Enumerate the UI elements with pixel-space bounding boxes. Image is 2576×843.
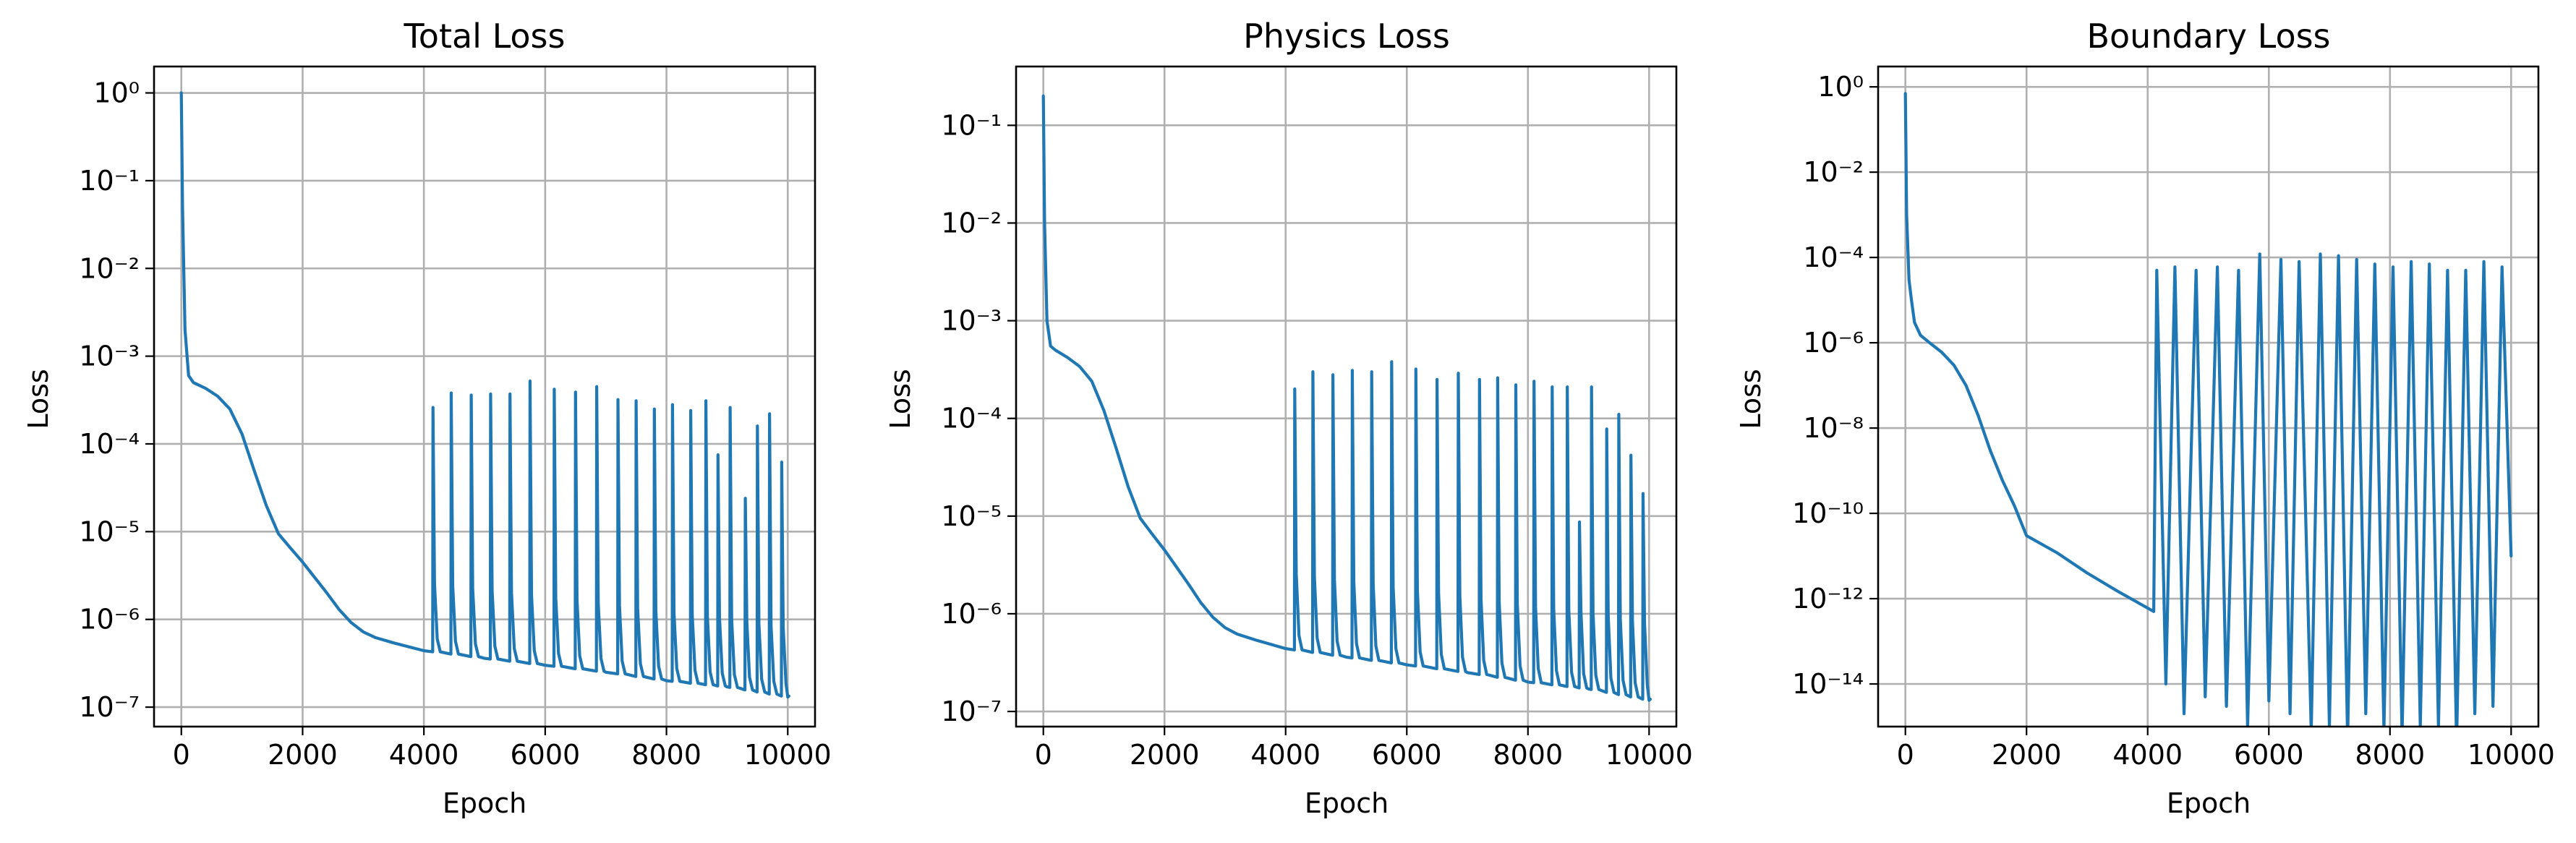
- y-tick-label: 10⁻¹: [79, 165, 140, 197]
- plot-area: 0 2000 4000 6000 8000 10000 10⁰ 10⁻¹ 10⁻² 10⁻³ 10⁻…: [79, 65, 832, 771]
- y-tick-label: 10⁻¹⁰: [1792, 497, 1864, 529]
- y-tick-label: 10⁻⁴: [1803, 241, 1864, 273]
- y-tick-label: 10⁻²: [1803, 156, 1864, 188]
- x-tick-label: 2000: [268, 739, 338, 771]
- x-tick-label: 6000: [510, 739, 580, 771]
- x-tick-label: 0: [1035, 739, 1052, 771]
- y-tick-label: 10⁻¹⁴: [1792, 668, 1864, 700]
- x-tick-label: 2000: [1992, 739, 2062, 771]
- y-tick-label: 10⁻⁴: [941, 403, 1002, 435]
- x-tick-label: 4000: [389, 739, 459, 771]
- y-tick-label: 10⁻⁸: [1803, 412, 1864, 444]
- y-tick-label: 10⁻¹: [941, 109, 1002, 141]
- x-tick-label: 10000: [1605, 739, 1693, 771]
- panel-boundary-loss: Boundary Loss Epoch Loss 0 2000 4000 6000 80…: [1735, 17, 2555, 819]
- panel-total-loss: Total Loss Epoch Loss 0 2000 4000 6000 8000 1…: [22, 17, 832, 819]
- chart-title: Boundary Loss: [2086, 17, 2330, 56]
- y-tick-label: 10⁻⁷: [941, 696, 1002, 727]
- axes-frame: [1015, 65, 1678, 728]
- series-line: [1041, 94, 1652, 702]
- y-axis-label: Loss: [22, 369, 54, 429]
- x-axis-label: Epoch: [2167, 787, 2251, 819]
- x-tick-label: 4000: [1250, 739, 1321, 771]
- x-axis-label: Epoch: [1305, 787, 1389, 819]
- plot-area: 0 2000 4000 6000 8000 10000 10⁰ 10⁻² 10⁻⁴ 10⁻⁶ 10⁻…: [1792, 65, 2555, 771]
- y-tick-label: 10⁻⁵: [79, 515, 140, 547]
- y-axis-label: Loss: [884, 369, 916, 429]
- x-tick-label: 0: [1897, 739, 1914, 771]
- x-tick-label: 2000: [1130, 739, 1200, 771]
- panel-physics-loss: Physics Loss Epoch Loss 0 2000 4000 6000 800…: [884, 17, 1693, 819]
- y-tick-label: 10⁻¹²: [1792, 583, 1864, 615]
- axes-frame: [153, 65, 816, 728]
- series-line: [1903, 92, 2513, 727]
- x-tick-label: 8000: [631, 739, 701, 771]
- y-tick-label: 10⁻⁵: [941, 500, 1002, 532]
- x-axis-label: Epoch: [443, 787, 526, 819]
- x-tick-label: 6000: [1372, 739, 1442, 771]
- y-tick-label: 10⁻³: [79, 341, 140, 372]
- series-line: [179, 91, 790, 699]
- chart-title: Physics Loss: [1243, 17, 1450, 56]
- x-tick-label: 8000: [2355, 739, 2425, 771]
- x-tick-label: 10000: [744, 739, 832, 771]
- y-tick-label: 10⁻³: [941, 305, 1002, 337]
- y-axis-label: Loss: [1735, 369, 1767, 429]
- x-tick-label: 6000: [2234, 739, 2304, 771]
- axes-frame: [1877, 65, 2540, 728]
- y-tick-label: 10⁻⁶: [941, 598, 1002, 630]
- y-tick-label: 10⁻⁶: [1803, 327, 1864, 359]
- plot-area: 0 2000 4000 6000 8000 10000 10⁻¹ 10⁻² 10⁻³ 10⁻⁴ 10…: [941, 65, 1693, 771]
- y-tick-label: 10⁻²: [79, 252, 140, 284]
- x-tick-label: 8000: [1493, 739, 1563, 771]
- y-tick-label: 10⁰: [93, 77, 140, 109]
- x-tick-label: 4000: [2112, 739, 2183, 771]
- y-tick-label: 10⁻⁷: [79, 691, 140, 723]
- chart-title: Total Loss: [404, 17, 566, 56]
- x-tick-label: 0: [173, 739, 190, 771]
- y-tick-label: 10⁻⁴: [79, 428, 140, 460]
- x-tick-label: 10000: [2468, 739, 2555, 771]
- y-tick-label: 10⁻²: [941, 207, 1002, 239]
- y-tick-label: 10⁻⁶: [79, 604, 140, 636]
- y-tick-label: 10⁰: [1817, 71, 1864, 103]
